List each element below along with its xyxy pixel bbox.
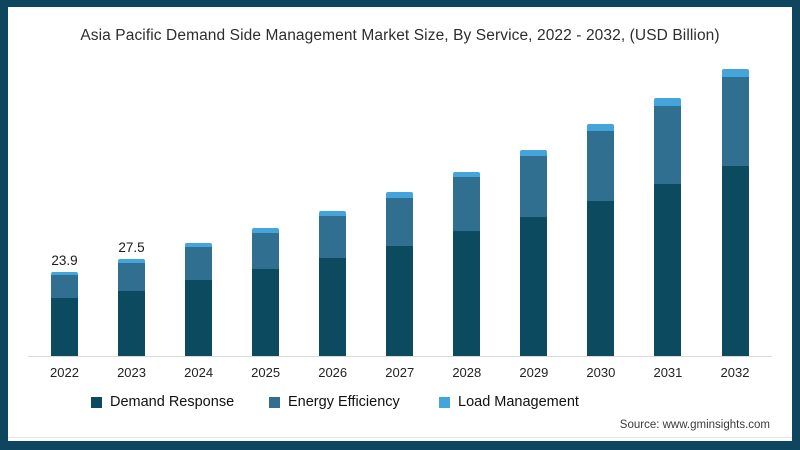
bar-2032-load-management [721, 69, 749, 77]
bar-2031-energy-efficiency [654, 105, 682, 184]
bar-2030-demand-response [587, 201, 615, 356]
x-tick-2030: 2030 [586, 365, 616, 380]
x-tick-2028: 2028 [452, 365, 482, 380]
bar-2025-energy-efficiency [252, 232, 280, 270]
bar-2026-demand-response [319, 257, 347, 356]
x-tick-2029: 2029 [519, 365, 549, 380]
x-tick-2025: 2025 [251, 365, 281, 380]
value-label-2022: 23.9 [51, 252, 78, 268]
value-label-2023: 27.5 [118, 240, 145, 256]
bar-2023-energy-efficiency [118, 263, 146, 291]
legend-label: Demand Response [110, 394, 235, 410]
x-tick-2032: 2032 [720, 365, 750, 380]
bar-2023-load-management [118, 259, 146, 264]
legend-item-load-management: Load Management [439, 394, 579, 410]
x-tick-2026: 2026 [318, 365, 348, 380]
bar-2032-demand-response [721, 165, 749, 356]
bar-2028-demand-response [453, 231, 481, 356]
legend-item-demand-response: Demand Response [91, 394, 234, 410]
x-tick-2023: 2023 [117, 365, 146, 380]
bar-2028-energy-efficiency [453, 177, 481, 232]
footer-divider-line [8, 437, 792, 438]
bar-2025-demand-response [252, 269, 280, 356]
bar-2023-demand-response [118, 290, 146, 356]
x-tick-2024: 2024 [184, 365, 214, 380]
legend-item-energy-efficiency: Energy Efficiency [269, 394, 400, 410]
bar-2027-energy-efficiency [386, 197, 414, 247]
bar-2031-load-management [654, 97, 682, 106]
bar-2024-energy-efficiency [185, 247, 213, 280]
bar-2025-load-management [252, 228, 280, 233]
legend-label: Load Management [458, 394, 579, 410]
x-tick-2031: 2031 [653, 365, 683, 380]
source-attribution: Source: www.gminsights.com [619, 419, 770, 431]
legend-label: Energy Efficiency [288, 394, 400, 410]
bar-2030-load-management [587, 124, 615, 132]
chart-title: Asia Pacific Demand Side Management Mark… [80, 27, 720, 44]
bar-2024-load-management [185, 243, 213, 248]
x-tick-2022: 2022 [50, 365, 79, 380]
bar-2022-demand-response [51, 298, 78, 356]
bar-2026-energy-efficiency [319, 215, 347, 258]
bar-2029-load-management [520, 150, 548, 157]
bar-2032-energy-efficiency [721, 76, 749, 166]
bar-2028-load-management [453, 171, 481, 178]
load-management-swatch-icon [439, 396, 450, 408]
bar-2022-energy-efficiency [51, 275, 78, 299]
x-tick-2027: 2027 [385, 365, 415, 380]
bar-2030-energy-efficiency [587, 131, 615, 202]
x-axis-line [28, 356, 772, 357]
bar-2022-load-management [51, 271, 78, 276]
bar-2029-energy-efficiency [520, 156, 548, 218]
chart-legend: Demand Response Energy Efficiency Load M… [0, 394, 800, 414]
demand-response-swatch-icon [91, 396, 102, 408]
bar-2031-demand-response [654, 183, 682, 356]
bar-2024-demand-response [185, 279, 213, 356]
bar-2026-load-management [319, 210, 347, 216]
energy-efficiency-swatch-icon [269, 396, 280, 408]
bar-2027-demand-response [386, 246, 414, 356]
bar-2027-load-management [386, 192, 414, 198]
bar-2029-demand-response [520, 217, 548, 356]
